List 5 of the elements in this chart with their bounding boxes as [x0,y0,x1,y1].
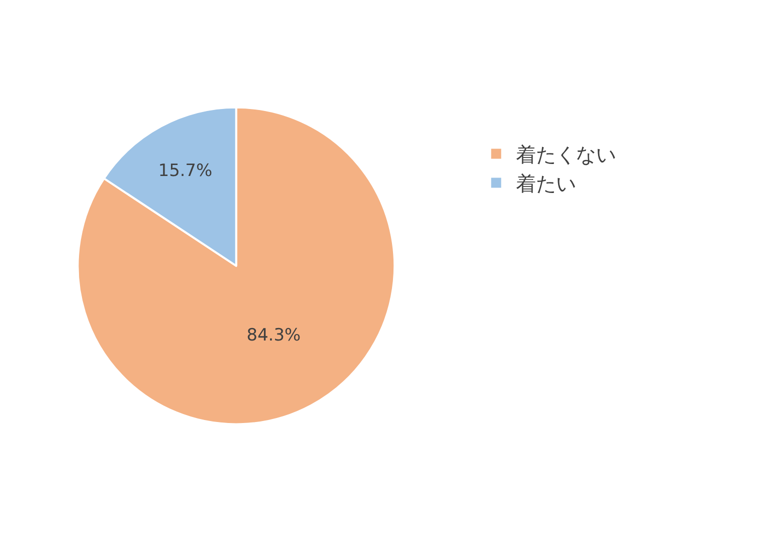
pie-slice [77,106,396,426]
legend-label: 着たくない [516,142,616,167]
legend-label: 着たい [516,172,576,196]
data-label: 84.3% [246,326,301,346]
data-label: 15.7% [158,161,212,182]
